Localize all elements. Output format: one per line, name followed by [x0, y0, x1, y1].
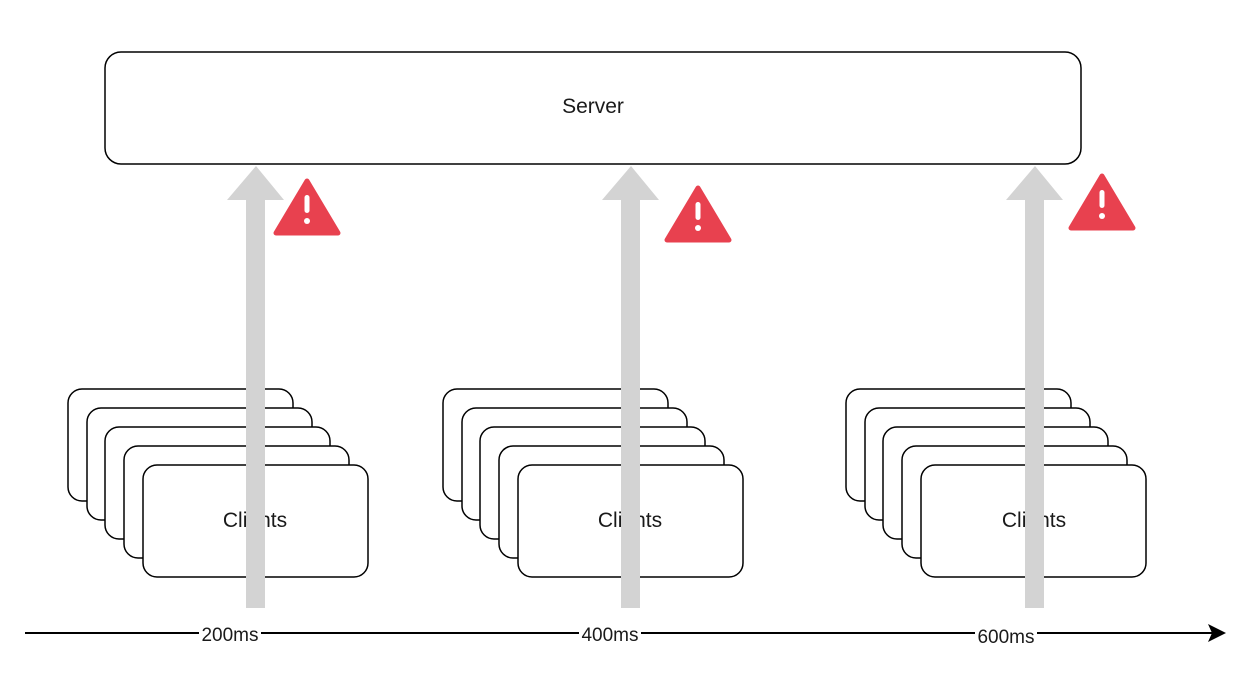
right-arrow-icon	[1208, 624, 1226, 642]
time-label: 600ms	[977, 627, 1034, 648]
up-arrow-icon	[227, 166, 284, 608]
time-label: 400ms	[581, 625, 638, 646]
time-label-bg	[199, 622, 261, 646]
client-stack	[67, 388, 369, 578]
up-arrow-icon	[1006, 166, 1063, 608]
client-group-3: Clients 600ms	[845, 166, 1147, 648]
client-stack	[845, 388, 1147, 578]
server-node: Server	[104, 51, 1082, 165]
client-group-1: Clients 200ms	[67, 166, 369, 646]
time-label-bg	[579, 622, 641, 646]
time-label-bg	[975, 624, 1037, 648]
up-arrow-icon	[602, 166, 659, 608]
warning-triangle-icon	[664, 185, 732, 243]
warning-triangle-icon	[273, 178, 341, 236]
server-box	[104, 51, 1082, 165]
time-label: 200ms	[201, 625, 258, 646]
client-stack	[442, 388, 744, 578]
client-group-2: Clients 400ms	[442, 166, 744, 646]
server-label: Server	[562, 95, 624, 118]
warning-triangle-icon	[1068, 173, 1136, 231]
